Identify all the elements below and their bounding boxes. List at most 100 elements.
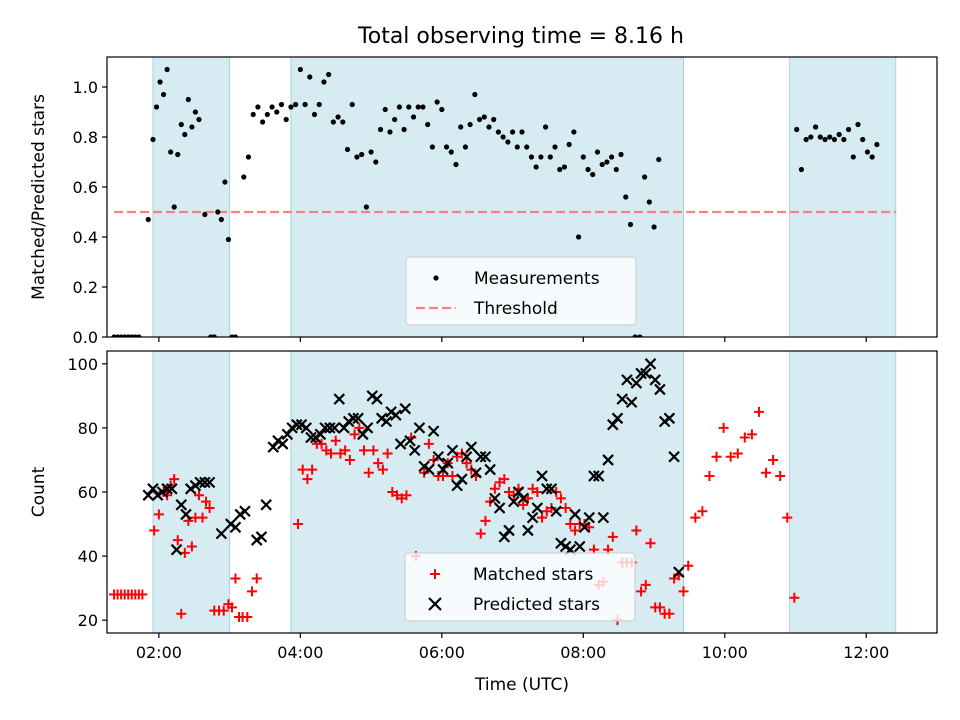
x-axis-label: Time (UTC) bbox=[474, 675, 569, 695]
predicted-stars-point bbox=[413, 422, 426, 434]
predicted-stars-point bbox=[493, 502, 506, 514]
measurement-point bbox=[855, 121, 861, 128]
legend-measurement-marker bbox=[433, 275, 439, 281]
measurement-point bbox=[150, 136, 156, 143]
matched-stars-point bbox=[226, 602, 237, 613]
measurement-point bbox=[211, 334, 217, 337]
predicted-stars-point bbox=[319, 422, 331, 434]
measurement-point bbox=[613, 166, 619, 173]
predicted-stars-point bbox=[180, 508, 192, 521]
measurement-point bbox=[283, 116, 289, 123]
legend: Measurements Threshold bbox=[405, 256, 637, 326]
predicted-stars-point bbox=[573, 540, 586, 553]
measurement-point bbox=[185, 96, 191, 103]
measurement-point bbox=[368, 149, 374, 155]
predicted-stars-point bbox=[441, 457, 454, 469]
measurement-point bbox=[311, 111, 318, 118]
measurement-point bbox=[136, 334, 142, 337]
matched-stars-point bbox=[690, 512, 701, 523]
measurement-point bbox=[642, 174, 648, 180]
predicted-stars-point bbox=[300, 422, 313, 434]
matched-stars-point bbox=[664, 608, 675, 619]
predicted-stars-point bbox=[446, 444, 459, 457]
legend-label: Predicted stars bbox=[473, 595, 600, 615]
predicted-stars-point bbox=[175, 499, 188, 511]
predicted-stars-point bbox=[328, 422, 341, 434]
measurement-point bbox=[307, 74, 313, 80]
measurement-point bbox=[594, 149, 601, 155]
y-tick-label: 0.2 bbox=[73, 278, 98, 297]
legend-label: Matched stars bbox=[473, 565, 593, 585]
measurement-point bbox=[202, 211, 208, 218]
matched-stars-point bbox=[725, 451, 736, 462]
measurement-point bbox=[817, 134, 823, 140]
predicted-stars-point bbox=[347, 412, 360, 425]
measurement-point bbox=[264, 111, 270, 118]
predicted-stars-point bbox=[170, 543, 183, 556]
measurement-point bbox=[420, 104, 426, 110]
predicted-stars-point bbox=[503, 524, 515, 537]
predicted-stars-point bbox=[616, 393, 628, 405]
matched-stars-point bbox=[438, 470, 449, 481]
predicted-stars-point bbox=[203, 476, 216, 489]
predicted-stars-point bbox=[281, 428, 294, 441]
matched-stars-point bbox=[746, 429, 757, 440]
predicted-stars-point bbox=[352, 412, 364, 425]
matched-stars-point bbox=[461, 458, 472, 469]
x-tick-label: 06:00 bbox=[419, 643, 465, 662]
matched-stars-point bbox=[678, 586, 689, 597]
measurement-point bbox=[623, 194, 629, 200]
predicted-stars-point bbox=[512, 486, 525, 498]
measurement-point bbox=[472, 91, 478, 98]
predicted-stars-point bbox=[451, 479, 463, 492]
measurement-point bbox=[274, 109, 280, 115]
measurement-point bbox=[646, 199, 652, 205]
measurement-point bbox=[651, 224, 657, 230]
measurement-point bbox=[552, 144, 558, 150]
matched-stars-point bbox=[193, 490, 204, 501]
matched-stars-point bbox=[636, 586, 647, 597]
y-tick-label: 60 bbox=[78, 483, 98, 502]
measurement-point bbox=[874, 141, 880, 148]
matched-stars-point bbox=[697, 506, 708, 517]
predicted-stars-point bbox=[314, 428, 327, 441]
measurement-point bbox=[590, 171, 596, 178]
matched-stars-point bbox=[382, 448, 393, 459]
predicted-stars-point bbox=[260, 499, 272, 511]
measurement-point bbox=[812, 124, 819, 130]
measurement-point bbox=[145, 216, 151, 223]
matched-stars-point bbox=[359, 445, 370, 456]
measurement-point bbox=[808, 134, 814, 140]
legend-label: Threshold bbox=[473, 299, 558, 319]
measurement-point bbox=[476, 116, 483, 123]
legend-matched-marker bbox=[430, 569, 440, 579]
predicted-stars-point bbox=[550, 505, 562, 518]
predicted-stars-point bbox=[404, 434, 416, 447]
x-tick-label: 04:00 bbox=[277, 643, 323, 662]
measurement-point bbox=[359, 151, 365, 158]
predicted-stars-point bbox=[545, 483, 558, 495]
predicted-stars-point bbox=[540, 483, 553, 495]
measurement-point bbox=[458, 124, 464, 130]
predicted-stars-point bbox=[640, 367, 652, 380]
measurement-point bbox=[803, 136, 809, 143]
y-tick-label: 0.4 bbox=[73, 228, 98, 247]
matched-stars-point bbox=[711, 451, 722, 462]
matched-stars-point bbox=[489, 483, 500, 494]
matched-stars-point bbox=[169, 474, 180, 485]
measurement-point bbox=[869, 154, 875, 160]
legend-label: Measurements bbox=[474, 269, 600, 289]
predicted-stars-point bbox=[199, 476, 211, 489]
measurement-point bbox=[387, 129, 393, 135]
measurement-point bbox=[836, 131, 842, 138]
measurement-point bbox=[860, 136, 866, 143]
measurement-point bbox=[575, 234, 582, 240]
measurement-point bbox=[798, 166, 805, 173]
predicted-stars-point bbox=[324, 422, 336, 434]
matched-stars-point bbox=[363, 467, 374, 478]
predicted-stars-point bbox=[333, 393, 346, 405]
matched-stars-point bbox=[401, 490, 412, 501]
measurement-point bbox=[406, 104, 412, 110]
measurement-point bbox=[278, 101, 285, 108]
